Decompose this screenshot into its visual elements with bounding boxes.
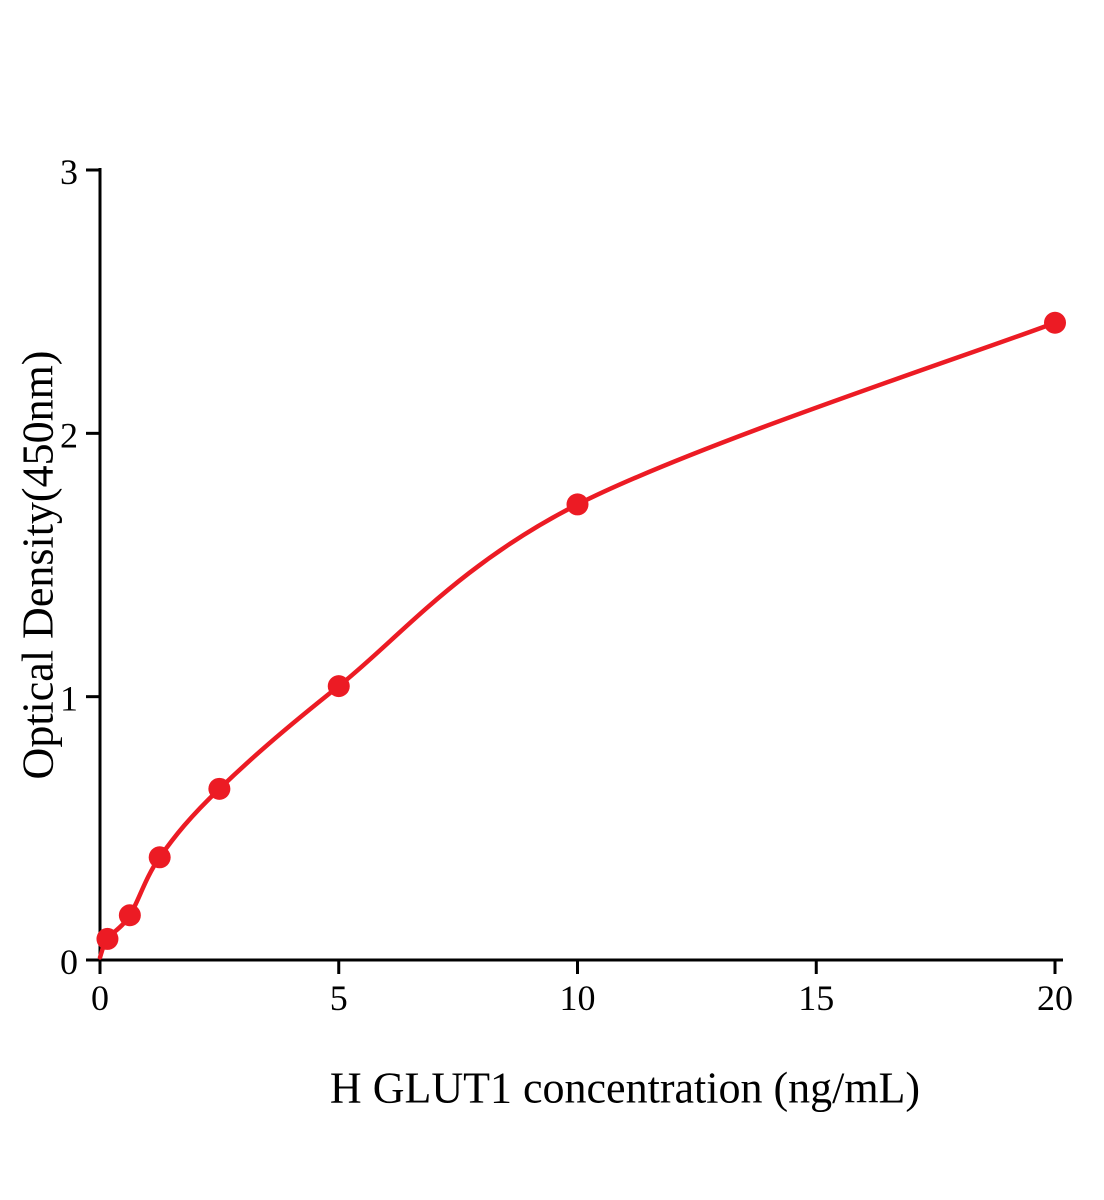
- y-tick-label: 1: [60, 679, 78, 719]
- y-axis-label: Optical Density(450nm): [13, 350, 63, 780]
- y-tick-label: 3: [60, 152, 78, 192]
- data-point: [1044, 311, 1066, 334]
- x-axis-label: H GLUT1 concentration (ng/mL): [329, 1063, 921, 1113]
- x-tick-label: 20: [1037, 978, 1073, 1018]
- data-point: [148, 846, 171, 869]
- y-tick-label: 0: [60, 942, 78, 982]
- x-tick-label: 0: [91, 978, 109, 1018]
- x-tick-label: 5: [330, 978, 348, 1018]
- data-point: [208, 777, 231, 800]
- fit-curve: [97, 320, 1058, 960]
- data-point: [96, 927, 119, 950]
- x-tick-label: 10: [560, 978, 596, 1018]
- x-tick-label: 15: [798, 978, 834, 1018]
- data-point: [327, 675, 350, 698]
- data-point: [118, 904, 141, 927]
- y-tick-label: 2: [60, 415, 78, 455]
- data-point: [566, 493, 589, 516]
